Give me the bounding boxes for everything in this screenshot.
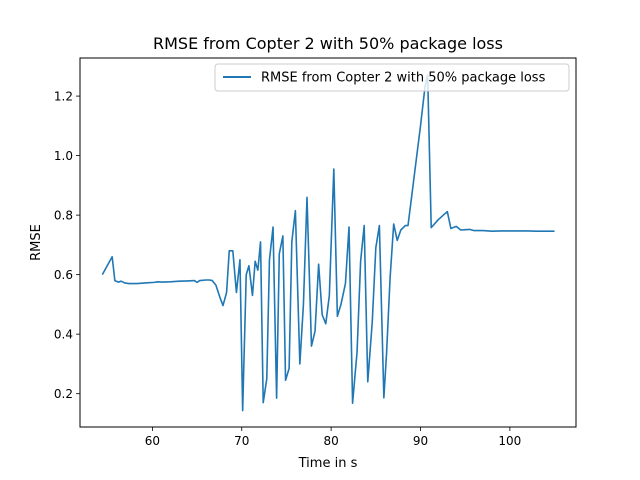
x-axis-label: Time in s bbox=[298, 456, 358, 471]
x-tick-label: 60 bbox=[145, 434, 160, 448]
axes-layer: 60 70 80 90 100 0.2 0.4 0.6 0.8 1.0 1.2 bbox=[54, 90, 521, 448]
y-tick-label: 0.8 bbox=[54, 209, 73, 223]
plot-series-layer bbox=[101, 74, 555, 412]
y-tick-label: 0.2 bbox=[54, 387, 73, 401]
chart-title: RMSE from Copter 2 with 50% package loss bbox=[153, 34, 503, 53]
legend: RMSE from Copter 2 with 50% package loss bbox=[214, 63, 570, 92]
legend-entry-label: RMSE from Copter 2 with 50% package loss bbox=[261, 71, 546, 86]
x-tick-label: 100 bbox=[498, 434, 521, 448]
y-tick-label: 1.2 bbox=[54, 90, 73, 104]
y-tick-label: 0.4 bbox=[54, 328, 73, 342]
legend-box bbox=[214, 63, 570, 92]
y-axis-label: RMSE bbox=[29, 224, 44, 261]
x-tick-label: 90 bbox=[413, 434, 428, 448]
x-tick-label: 80 bbox=[323, 434, 338, 448]
series-line-0 bbox=[101, 74, 555, 412]
plot-area-frame bbox=[79, 57, 577, 428]
y-tick-label: 0.6 bbox=[54, 268, 73, 282]
y-tick-label: 1.0 bbox=[54, 149, 73, 163]
x-tick-label: 70 bbox=[234, 434, 249, 448]
